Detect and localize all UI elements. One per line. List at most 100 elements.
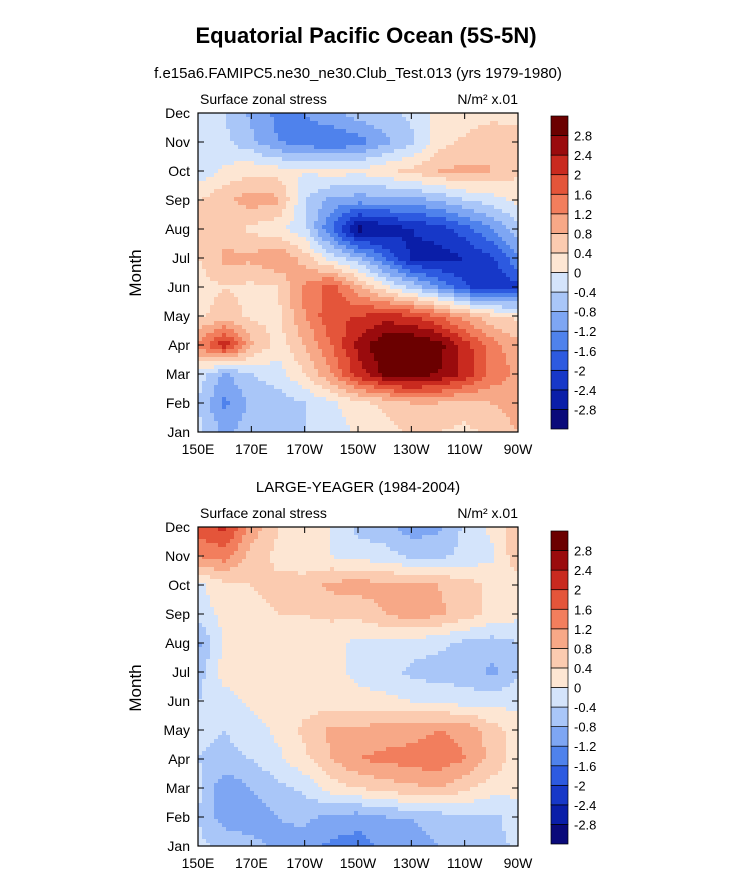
heatmap-cell — [458, 197, 463, 202]
heatmap-cell — [266, 157, 271, 162]
heatmap-cell — [430, 161, 435, 166]
heatmap-cell — [362, 233, 367, 238]
heatmap-cell — [230, 345, 235, 350]
heatmap-cell — [494, 221, 499, 226]
heatmap-cell — [398, 309, 403, 314]
heatmap-cell — [314, 225, 319, 230]
heatmap-cell — [202, 349, 207, 354]
heatmap-cell — [434, 149, 439, 154]
heatmap-cell — [366, 217, 371, 222]
heatmap-cell — [474, 205, 479, 210]
heatmap-cell — [270, 145, 275, 150]
heatmap-cell — [430, 269, 435, 274]
heatmap-cell — [330, 305, 335, 310]
heatmap-cell — [290, 213, 295, 218]
heatmap-cell — [286, 201, 291, 206]
heatmap-cell — [222, 145, 227, 150]
heatmap-cell — [238, 125, 243, 130]
heatmap-cell — [358, 325, 363, 330]
heatmap-cell — [486, 277, 491, 282]
heatmap-cell — [318, 345, 323, 350]
heatmap-cell — [490, 157, 495, 162]
heatmap-cell — [350, 325, 355, 330]
heatmap-cell — [214, 289, 219, 294]
heatmap-cell — [254, 125, 259, 130]
heatmap-cell — [298, 305, 303, 310]
heatmap-cell — [426, 245, 431, 250]
heatmap-cell — [458, 129, 463, 134]
heatmap-cell — [322, 281, 327, 286]
heatmap-cell — [210, 201, 215, 206]
heatmap-cell — [230, 125, 235, 130]
heatmap-cell — [274, 141, 279, 146]
heatmap-cell — [222, 317, 227, 322]
heatmap-cell — [290, 257, 295, 262]
heatmap-cell — [466, 289, 471, 294]
heatmap-cell — [266, 325, 271, 330]
heatmap-cell — [298, 229, 303, 234]
heatmap-cell — [302, 289, 307, 294]
heatmap-cell — [490, 153, 495, 158]
heatmap-cell — [454, 221, 459, 226]
heatmap-cell — [422, 357, 427, 362]
heatmap-cell — [218, 253, 223, 258]
heatmap-cell — [302, 293, 307, 298]
heatmap-cell — [438, 205, 443, 210]
heatmap-cell — [246, 353, 251, 358]
heatmap-cell — [338, 205, 343, 210]
heatmap-cell — [502, 205, 507, 210]
heatmap-cell — [386, 213, 391, 218]
heatmap-cell — [410, 281, 415, 286]
heatmap-cell — [286, 189, 291, 194]
heatmap-cell — [438, 157, 443, 162]
heatmap-cell — [282, 313, 287, 318]
heatmap-cell — [462, 229, 467, 234]
heatmap-cell — [490, 121, 495, 126]
heatmap-cell — [410, 197, 415, 202]
heatmap-cell — [266, 309, 271, 314]
heatmap-cell — [270, 357, 275, 362]
heatmap-cell — [298, 329, 303, 334]
heatmap-cell — [426, 153, 431, 158]
heatmap-cell — [502, 329, 507, 334]
heatmap-cell — [270, 213, 275, 218]
heatmap-cell — [326, 185, 331, 190]
heatmap-cell — [274, 149, 279, 154]
heatmap-cell — [198, 341, 203, 346]
heatmap-cell — [382, 309, 387, 314]
heatmap-cell — [250, 305, 255, 310]
heatmap-cell — [226, 277, 231, 282]
heatmap-cell — [306, 213, 311, 218]
heatmap-cell — [342, 357, 347, 362]
heatmap-cell — [226, 265, 231, 270]
heatmap-cell — [418, 309, 423, 314]
heatmap-cell — [502, 225, 507, 230]
heatmap-cell — [454, 229, 459, 234]
heatmap-cell — [370, 241, 375, 246]
heatmap-cell — [478, 309, 483, 314]
heatmap-cell — [262, 225, 267, 230]
heatmap-cell — [306, 165, 311, 170]
heatmap-cell — [462, 185, 467, 190]
heatmap-cell — [458, 217, 463, 222]
heatmap-cell — [438, 301, 443, 306]
heatmap-cell — [438, 253, 443, 258]
heatmap-cell — [478, 241, 483, 246]
heatmap-cell — [462, 177, 467, 182]
heatmap-cell — [498, 149, 503, 154]
heatmap-cell — [494, 253, 499, 258]
heatmap-cell — [346, 233, 351, 238]
heatmap-cell — [382, 121, 387, 126]
heatmap-cell — [474, 321, 479, 326]
heatmap-cell — [278, 149, 283, 154]
heatmap-cell — [502, 201, 507, 206]
heatmap-cell — [514, 121, 518, 126]
heatmap-cell — [414, 337, 419, 342]
heatmap-cell — [286, 353, 291, 358]
heatmap-cell — [498, 353, 503, 358]
heatmap-cell — [378, 157, 383, 162]
heatmap-cell — [326, 325, 331, 330]
heatmap-cell — [242, 161, 247, 166]
heatmap-cell — [414, 197, 419, 202]
heatmap-cell — [466, 297, 471, 302]
